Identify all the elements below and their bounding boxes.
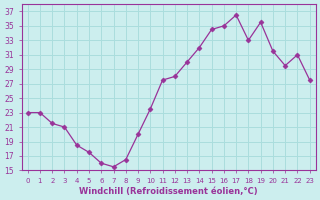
X-axis label: Windchill (Refroidissement éolien,°C): Windchill (Refroidissement éolien,°C) — [79, 187, 258, 196]
